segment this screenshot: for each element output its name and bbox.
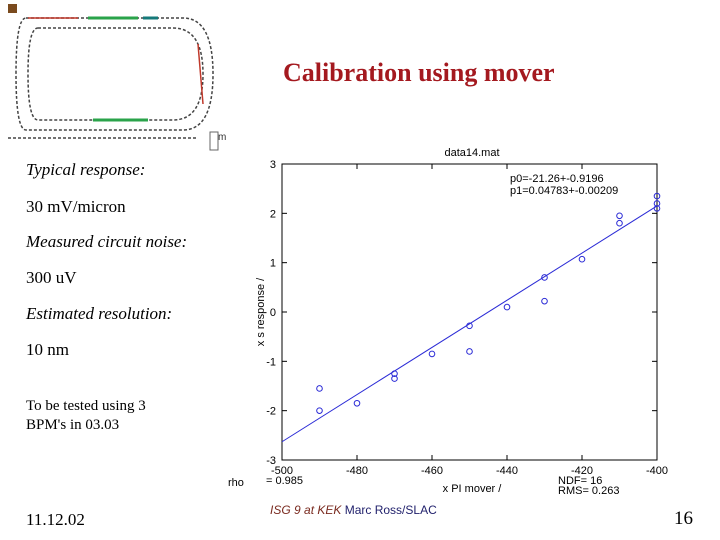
y-tick-label: 0 [270,307,276,319]
slide-date: 11.12.02 [26,510,85,529]
ring-red-segment-right [197,43,204,105]
plot-frame [281,163,658,461]
y-axis-label: x s response / [255,277,267,346]
ndf-value: NDF= 16 [558,475,602,487]
data-point [541,297,548,305]
data-point [316,385,323,392]
data-points [316,192,661,414]
slide-title: Calibration using mover [283,58,555,87]
ring-corner-marker [8,4,17,13]
fit-param-p0: p0=-21.26+-0.9196 [510,173,604,185]
data-point [316,407,323,414]
data-point [466,348,473,355]
resolution-value: 10 nm [26,340,69,359]
x-axis-label: x PI mover / [443,483,503,495]
y-tick-label: 2 [270,208,276,220]
typical-response-label: Typical response: [26,160,146,179]
resolution-label: Estimated resolution: [26,304,173,323]
y-tick-label: 3 [270,159,276,171]
data-point [428,350,436,358]
y-tick-label: -3 [266,455,276,467]
footer-author: Marc Ross/SLAC [344,503,437,517]
fit-line [281,205,658,443]
data-point [616,212,623,220]
test-plan-line-2: BPM's in 03.03 [26,417,120,433]
test-plan-line-1: To be tested using 3 [26,398,146,414]
data-point [503,303,511,311]
data-point [391,375,398,382]
ring-legend-box [209,131,219,151]
accelerator-ring-diagram: m [8,4,226,151]
axis-ticks: -500 -480 -460 -440 -420 -400 3 2 1 0 -1 -2 -3 [266,159,668,477]
data-point [578,255,586,263]
calibration-plot: data14.mat -500 -480 -460 -440 -420 -400 3 2 1 0-… [228,140,688,500]
rho-value: = 0.985 [266,475,303,487]
test-plan-note: To be tested using 3 BPM's in 03.03 [26,397,176,435]
data-point [391,370,398,377]
y-tick-label: -1 [266,356,276,368]
noise-value: 300 uV [26,268,77,287]
ring-outer-path [15,17,214,131]
data-point [653,205,661,212]
footer-event: ISG 9 at KEK [270,503,342,517]
fit-param-p1: p1=0.04783+-0.00209 [510,185,618,197]
x-tick-label: -480 [346,465,368,477]
x-tick-label: -420 [571,465,593,477]
data-point [653,200,661,207]
chart-title: data14.mat [444,147,499,159]
slide-footer: ISG 9 at KEK Marc Ross/SLAC [270,503,437,517]
page-number: 16 [674,508,693,529]
calibration-plot-svg: data14.mat -500 -480 -460 -440 -420 -4003210-… [228,147,668,497]
x-tick-label: -440 [496,465,518,477]
x-tick-label: -500 [271,465,293,477]
y-tick-label: -2 [266,406,276,418]
ring-inner-path [27,27,204,121]
x-tick-label: -460 [421,465,443,477]
typical-response-value: 30 mV/micron [26,197,126,216]
data-point [541,274,548,281]
x-tick-label: -400 [646,465,668,477]
rms-value: RMS= 0.263 [558,485,619,497]
rho-label: rho [228,477,244,489]
noise-label: Measured circuit noise: [26,232,188,251]
ring-label: m [218,132,226,143]
data-point [616,219,623,227]
data-point [353,399,361,407]
y-tick-label: 1 [270,258,276,270]
data-point [653,192,661,200]
data-point [466,322,473,330]
